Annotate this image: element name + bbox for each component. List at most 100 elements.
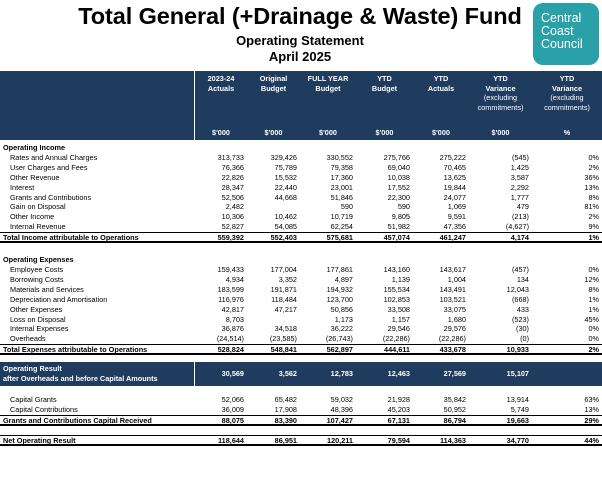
column-unit: $'000 [264, 127, 283, 137]
column-unit: $'000 [212, 127, 230, 137]
cell-value: 8% [588, 192, 599, 202]
cell-value: 34,770 [506, 436, 529, 445]
expense-row: Other Expenses 42,817 47,217 50,856 33,508 33… [0, 305, 602, 315]
row-label: Grants and Contributions [10, 192, 92, 202]
cell-value: (24,514) [216, 334, 244, 344]
cell-value: 102,853 [383, 294, 410, 304]
cell-value: 17,552 [387, 182, 410, 192]
row-label: Other Expenses [10, 304, 63, 314]
cell-value: 59,032 [330, 395, 353, 405]
column-header-line: Budget [315, 83, 341, 93]
cell-value: 10,306 [221, 212, 244, 222]
cell-value: 12% [584, 274, 599, 284]
column-header-line: Original [259, 74, 288, 83]
cell-value: 51,846 [330, 192, 353, 202]
expense-row: Materials and Services 183,599 191,871 194,… [0, 285, 602, 295]
cell-value: 10,038 [387, 172, 410, 182]
row-label: Internal Expenses [10, 324, 69, 334]
cell-value: 70,465 [443, 162, 466, 172]
column-unit: $'000 [432, 127, 450, 137]
cell-value: 116,976 [218, 294, 244, 304]
column-header-line: YTD [559, 74, 575, 83]
cell-value: 69,040 [387, 162, 410, 172]
operating-result-value: 27,569 [413, 362, 469, 387]
row-label: Capital Contributions [10, 405, 78, 415]
income-row: Rates and Annual Charges 313,733 329,426 33… [0, 153, 602, 163]
cell-value: 47,217 [274, 304, 297, 314]
cell-value: 21,928 [387, 395, 410, 405]
logo-line: Central [541, 11, 582, 25]
row-label: User Charges and Fees [10, 162, 88, 172]
row-label: Capital Grants [10, 395, 57, 405]
income-row: Gain on Disposal 2,482 590 590 1,069 479 81% [0, 202, 602, 212]
cell-value: 17,360 [330, 172, 353, 182]
cell-value: 81% [584, 202, 599, 212]
cell-value: 313,733 [217, 152, 244, 162]
column-header: FULL YEAR Budget $'000 [300, 71, 356, 140]
cell-value: 590 [397, 202, 410, 212]
cell-value: (457) [511, 265, 529, 274]
cell-value: 275,766 [383, 152, 410, 162]
cell-value: 3,352 [278, 274, 297, 284]
cell-value: 552,403 [270, 233, 297, 243]
cell-value: 559,392 [217, 233, 244, 243]
column-header: YTD Actuals $'000 [413, 71, 469, 140]
table-header: 2023-24 Actuals $'000 Original Budget $'000 FU… [0, 71, 602, 140]
report-title: Total General (+Drainage & Waste) Fund [78, 3, 522, 29]
cell-value: (23,585) [269, 334, 297, 344]
column-header-title: FULL YEAR Budget [300, 74, 356, 93]
cell-value: 19,844 [443, 182, 466, 192]
cell-value: 50,856 [330, 304, 353, 314]
row-label: Overheads [10, 334, 46, 344]
cell-value: 28,347 [221, 182, 244, 192]
operating-result-line: Operating Result [3, 364, 62, 374]
cell-value: 75,789 [274, 162, 297, 172]
cell-value: 52,827 [221, 222, 244, 232]
row-label: Other Revenue [10, 172, 60, 182]
cell-value: 2% [588, 162, 599, 172]
column-unit: $'000 [375, 127, 394, 137]
column-header-line: Budget [371, 83, 398, 93]
column-header-line: 2023-24 [207, 74, 235, 83]
cell-value: 13,914 [506, 395, 529, 405]
column-header-subline: commitments) [477, 102, 524, 112]
cell-value: 103,521 [439, 294, 466, 304]
cell-value: (30) [516, 324, 529, 334]
cell-value: 134 [516, 274, 529, 284]
logo-line: Council [541, 37, 583, 51]
column-header-line: YTD [433, 74, 449, 83]
cell-value: (213) [511, 212, 529, 222]
cell-value: 8,703 [225, 314, 244, 324]
column-unit: % [563, 127, 571, 137]
cell-value: 52,506 [221, 192, 244, 202]
cell-value: 86,794 [443, 416, 466, 425]
section-title-label: Operating Expenses [3, 255, 74, 265]
section-title: Operating Expenses [0, 255, 602, 265]
cell-value: 15,532 [274, 172, 297, 182]
net-operating-result-row: Net Operating Result 118,644 86,951 120,211… [0, 435, 602, 446]
row-label: Grants and Contributions Capital Receive… [3, 416, 152, 425]
cell-value: 36% [584, 172, 599, 182]
column-header-line: Actuals [207, 83, 235, 93]
income-row: Other Income 10,306 10,462 10,719 9,805 9,591… [0, 212, 602, 222]
capital-row: Capital Grants 52,066 65,482 59,032 21,928 35… [0, 395, 602, 405]
cell-value: (22,286) [382, 334, 410, 344]
column-header-subline: (excluding [550, 93, 584, 102]
column-header: 2023-24 Actuals $'000 [195, 71, 247, 140]
income-row: Grants and Contributions 52,506 44,668 51,8… [0, 193, 602, 203]
capital-row: Capital Contributions 36,009 17,908 48,396 4… [0, 405, 602, 415]
cell-value: 8% [588, 284, 599, 294]
cell-value: 9,591 [447, 212, 466, 222]
cell-value: 1,173 [334, 314, 353, 324]
column-header: YTD Budget $'000 [356, 71, 413, 140]
expense-row: Employee Costs 159,433 177,004 177,861 143,1… [0, 265, 602, 275]
cell-value: 13% [584, 405, 599, 415]
cell-value: 107,427 [326, 416, 353, 425]
operating-result-value: 30,569 [195, 362, 247, 387]
cell-value: 0% [588, 152, 599, 162]
header-label-cell [0, 71, 194, 140]
cell-value: 143,160 [383, 265, 410, 274]
cell-value: 23,001 [330, 182, 353, 192]
cell-value: 0% [588, 324, 599, 334]
cell-value: 114,363 [440, 436, 466, 445]
